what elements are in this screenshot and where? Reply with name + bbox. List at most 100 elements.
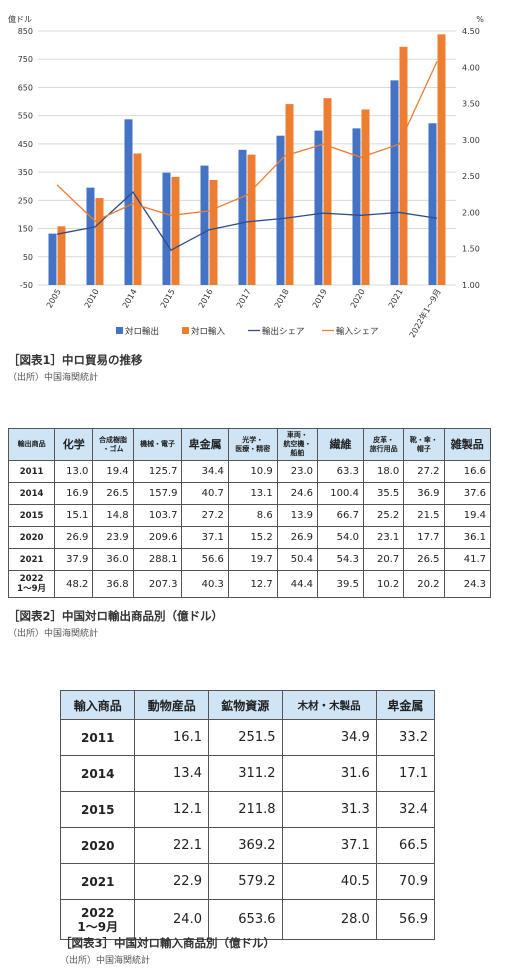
table-cell: 35.5 [362,482,405,505]
table-cell: 15.2 [227,526,278,549]
table-row: 2011 16.1 251.5 34.9 33.2 [59,719,436,756]
table-cell: 20.2 [403,570,445,598]
table-cell: 36.9 [403,482,445,505]
table-cell: 12.7 [227,570,278,598]
table-row: 2011 13.0 19.4 125.7 34.4 10.9 23.0 63.3 18.0 27.… [7,460,491,483]
row-header-year: 2022 1～9月 [7,570,56,598]
table-cell: 653.6 [207,899,283,940]
y-left-tick-label: 350 [18,168,33,177]
table-cell: 56.6 [181,548,229,571]
table-cell: 37.1 [181,526,229,549]
table-cell: 13.1 [227,482,278,505]
table-cell: 15.1 [54,504,94,527]
table-cell: 22.1 [134,827,209,864]
bar-export [314,130,323,285]
table-cell: 10.9 [227,460,278,483]
table-cell: 17.7 [403,526,445,549]
table-cell: 48.2 [54,570,94,598]
bar-export [48,233,57,285]
table-cell: 13.4 [134,755,209,792]
table-row: 2022 1～9月 24.0 653.6 28.0 56.9 [59,899,436,940]
legend-swatch [116,327,123,334]
table-cell: 17.1 [375,755,436,792]
y-left-tick-label: 450 [18,140,33,149]
column-header: 機械・電子 [132,428,183,461]
table-cell: 157.9 [132,482,183,505]
table-cell: 16.9 [54,482,94,505]
table-cell: 25.2 [362,504,405,527]
row-header-year: 2015 [59,791,136,828]
figure1-caption: ［図表1］中ロ貿易の推移 [8,353,143,367]
table-cell: 251.5 [207,719,283,756]
column-header: 繊維 [316,428,364,461]
table-cell: 56.9 [375,899,436,940]
column-header: 鉱物資源 [207,690,283,720]
legend-label: 対ロ輸出 [125,326,159,337]
table-cell: 27.2 [403,460,445,483]
y-right-tick-label: 2.00 [462,208,480,217]
table-cell: 40.3 [181,570,229,598]
y-left-tick-label: 750 [18,55,33,64]
table-cell: 37.6 [443,482,491,505]
bar-import [133,153,142,285]
row-header-year: 2014 [59,755,136,792]
export-share-line [56,191,438,252]
table-corner-header: 輸出商品 [7,428,56,461]
import-table: 輸入商品 動物産品 鉱物資源 木材・木製品 卑金属 2011 16.1 251.5 34.9 3… [59,690,436,940]
import-table-header: 輸入商品 動物産品 鉱物資源 木材・木製品 卑金属 [59,690,436,720]
y-right-tick-label: 1.00 [462,281,480,290]
table-cell: 19.4 [443,504,491,527]
table-cell: 20.7 [362,548,405,571]
table-cell: 100.4 [316,482,364,505]
table-cell: 16.6 [443,460,491,483]
table-cell: 36.0 [92,548,134,571]
table-cell: 33.2 [375,719,436,756]
table-cell: 54.3 [316,548,364,571]
table-row: 2021 22.9 579.2 40.5 70.9 [59,863,436,900]
table-cell: 103.7 [132,504,183,527]
table-cell: 12.1 [134,791,209,828]
x-tick-label: 2020 [349,288,367,310]
y-left-tick-label: 150 [18,225,33,234]
table-row: 2015 12.1 211.8 31.3 32.4 [59,791,436,828]
bar-import [361,109,370,285]
table-cell: 22.9 [134,863,209,900]
bar-export [352,128,361,285]
table-corner-header: 輸入商品 [59,690,136,720]
bar-export [276,135,285,285]
x-tick-label: 2018 [273,288,291,310]
x-tick-label: 2014 [121,288,139,310]
table-cell: 26.9 [276,526,318,549]
table-cell: 40.7 [181,482,229,505]
column-header: 合成樹脂 ・ゴム [92,428,134,461]
table-cell: 50.4 [276,548,318,571]
table-row: 2014 13.4 311.2 31.6 17.1 [59,755,436,792]
y-right-tick-label: 4.00 [462,63,480,72]
table3-source: （出所）中国海関統計 [60,956,151,966]
column-header: 卑金属 [375,690,436,720]
table-cell: 26.5 [92,482,134,505]
bar-export [238,149,247,285]
column-header: 皮革・ 旅行用品 [362,428,405,461]
table-cell: 66.5 [375,827,436,864]
legend-label: 輸出シェア [262,326,305,337]
x-tick-label: 2022年1～9月 [407,287,443,339]
row-header-year: 2014 [7,482,56,505]
row-header-year: 2015 [7,504,56,527]
column-header: 木材・木製品 [281,690,377,720]
table-cell: 37.9 [54,548,94,571]
table-cell: 34.9 [281,719,377,756]
row-header-year: 2020 [7,526,56,549]
table2-caption: ［図表2］中国対ロ輸出商品別（億ドル） [8,609,223,623]
column-header: 光学・ 医療・精密 [227,428,278,461]
row-header-year: 2021 [7,548,56,571]
table-row: 2021 37.9 36.0 288.1 56.6 19.7 50.4 54.3 20.7 26.… [7,548,491,571]
table-cell: 288.1 [132,548,183,571]
y-left-tick-label: 50 [23,253,33,262]
y-left-tick-label: 850 [18,27,33,36]
table-cell: 36.1 [443,526,491,549]
table3-caption: ［図表3］中国対ロ輸入商品別（億ドル） [60,936,275,950]
table2-source: （出所）中国海関統計 [8,629,99,639]
table-cell: 66.7 [316,504,364,527]
row-header-year: 2011 [59,719,136,756]
